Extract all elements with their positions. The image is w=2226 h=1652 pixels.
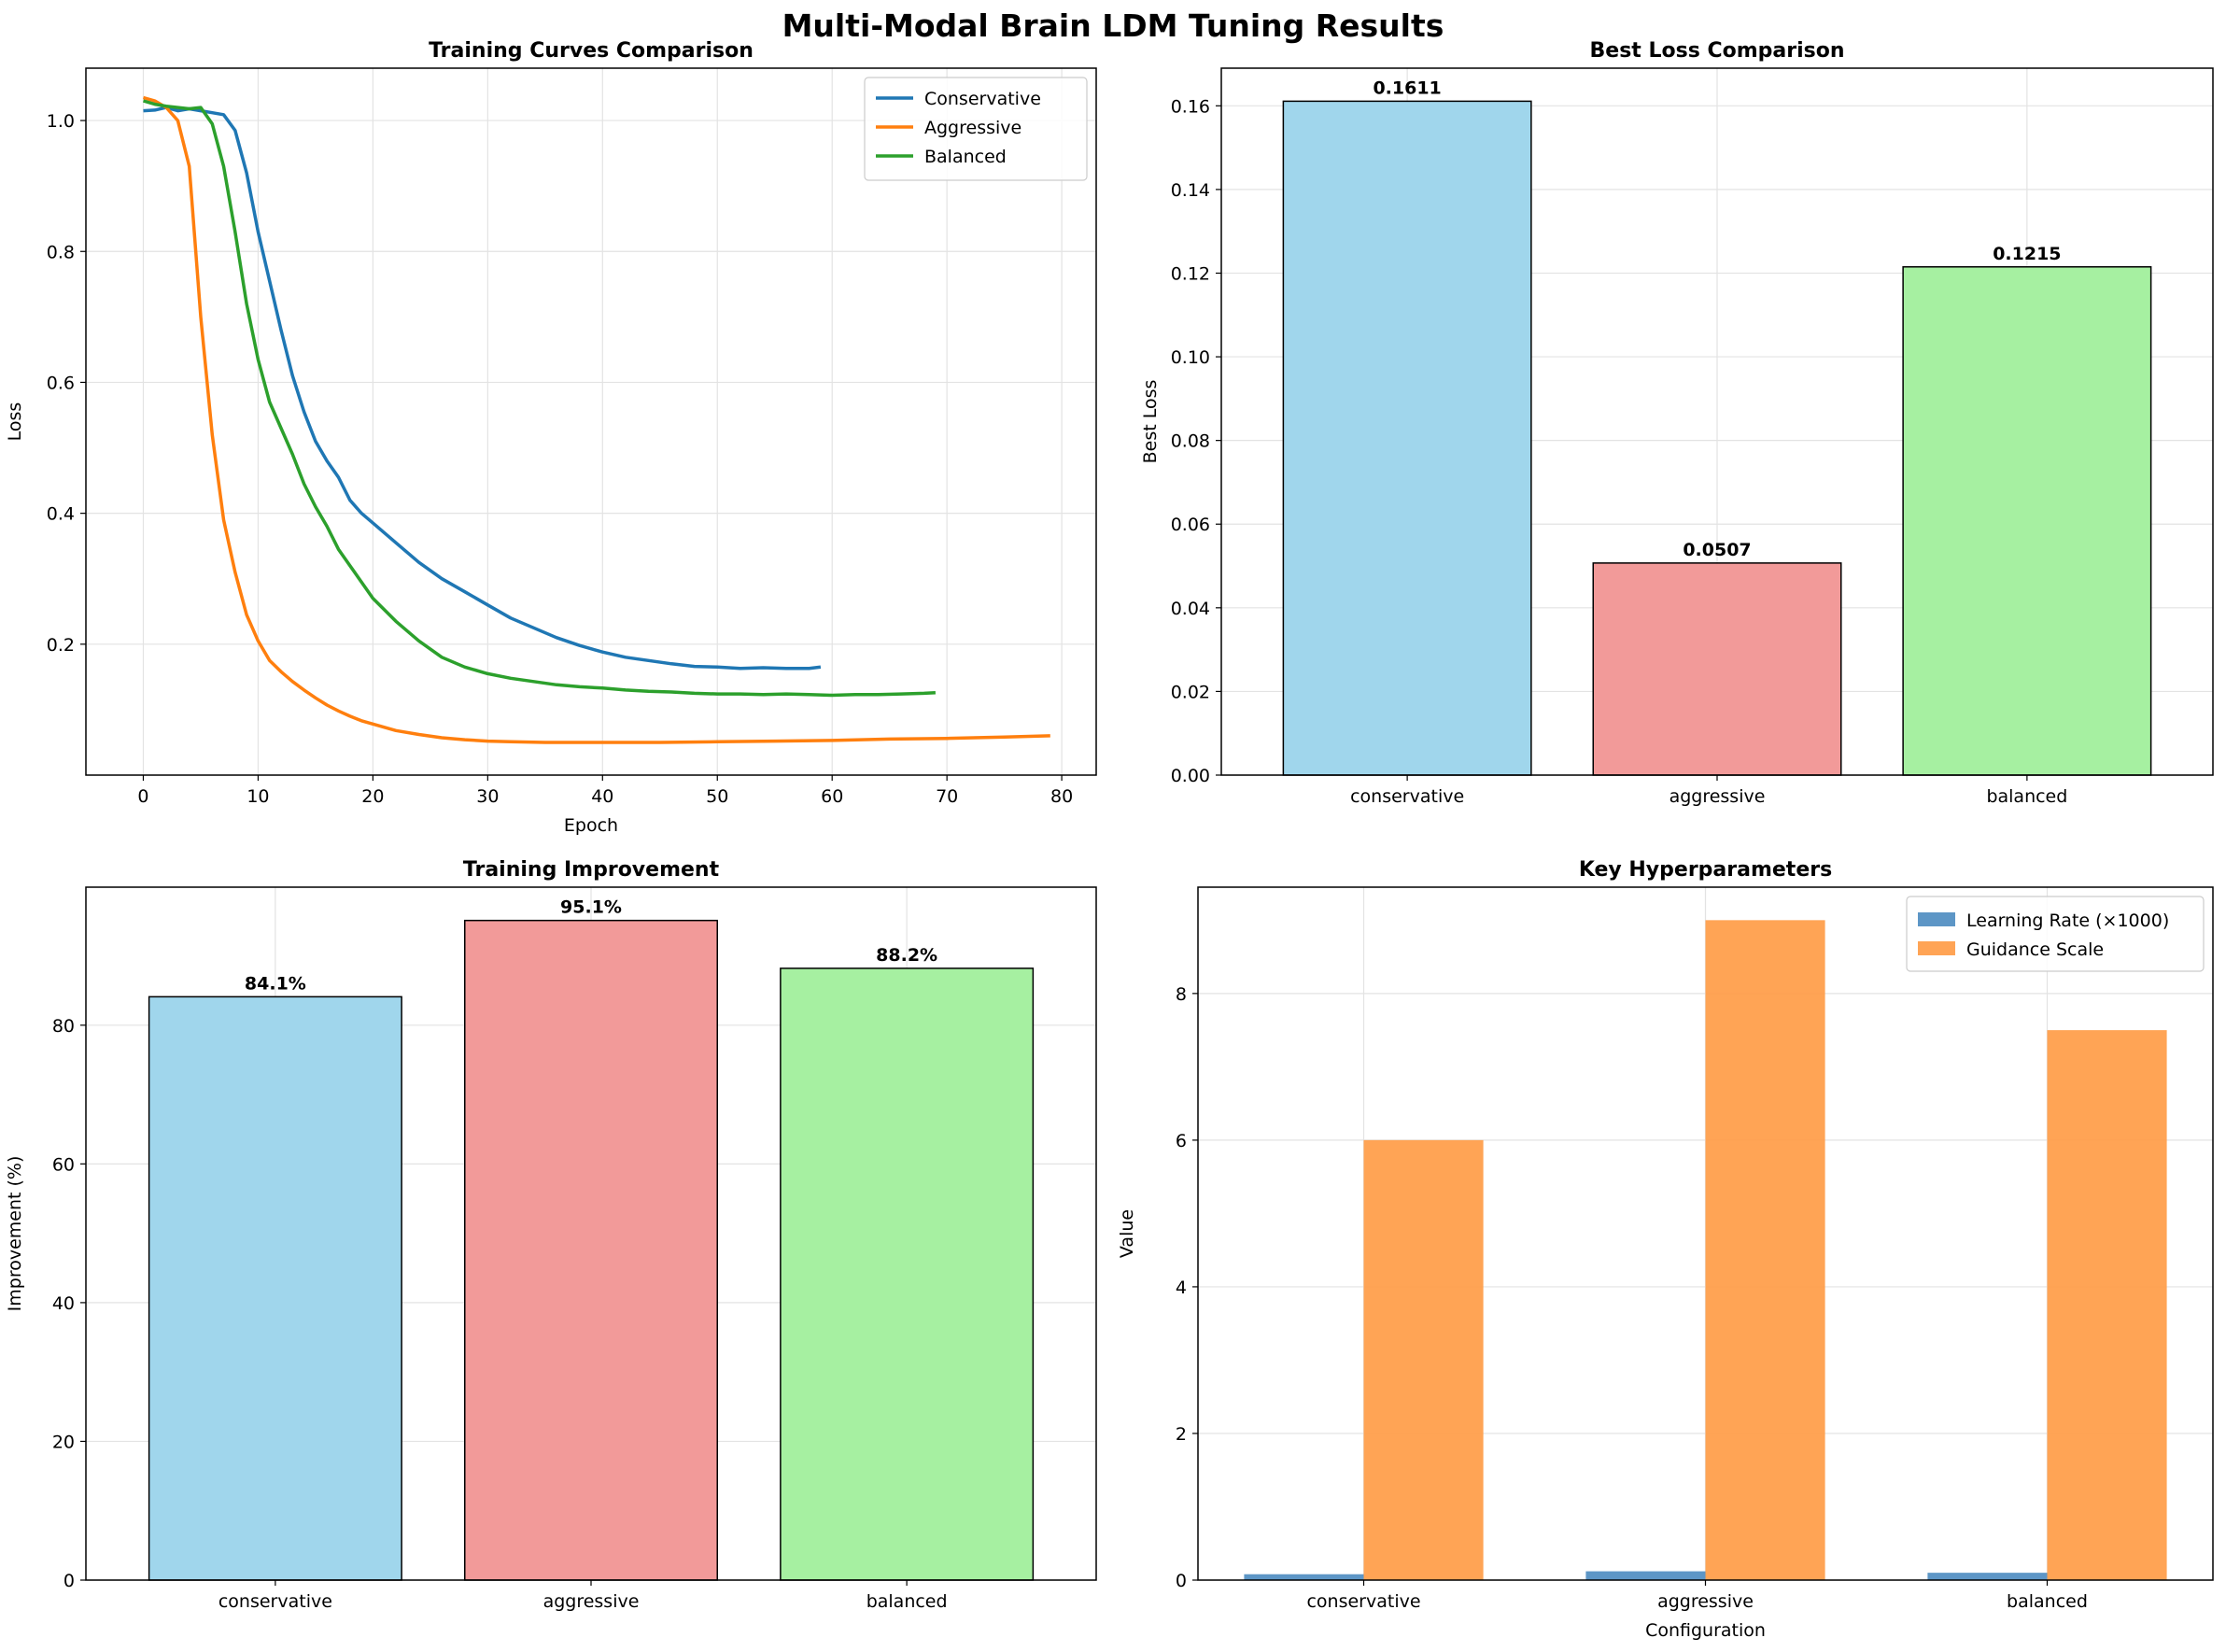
bar-value-label: 95.1% xyxy=(560,897,622,918)
y-tick-label: 0.08 xyxy=(1171,431,1210,452)
y-tick-label: 0.8 xyxy=(47,242,75,262)
y-tick-label: 0.14 xyxy=(1171,180,1210,201)
y-tick-label: 0.10 xyxy=(1171,347,1210,368)
bar-value-label: 84.1% xyxy=(245,973,306,994)
x-tick-label: 20 xyxy=(361,786,384,807)
legend-swatch xyxy=(1918,912,1955,926)
y-tick-label: 0.4 xyxy=(47,504,75,525)
x-tick-label: conservative xyxy=(218,1591,332,1612)
bar-conservative xyxy=(1282,100,1532,776)
y-tick-label: 0.6 xyxy=(47,373,75,393)
y-tick-label: 8 xyxy=(1176,984,1187,1005)
y-tick-label: 0.04 xyxy=(1171,599,1210,619)
series-line-aggressive xyxy=(143,95,1050,744)
bar-value-label: 0.1215 xyxy=(1993,244,2061,264)
legend-box xyxy=(1906,896,2205,972)
y-tick-label: 80 xyxy=(52,1016,75,1037)
bar-value-label: 0.1611 xyxy=(1373,78,1441,98)
x-tick-label: aggressive xyxy=(1670,786,1766,807)
y-axis-label: Loss xyxy=(5,402,25,442)
series-line-conservative xyxy=(143,106,822,671)
x-tick-label: 40 xyxy=(591,786,613,807)
y-axis-label: Improvement (%) xyxy=(5,1156,25,1312)
series-line-balanced xyxy=(143,99,936,698)
y-tick-label: 20 xyxy=(52,1432,75,1452)
x-tick-label: conservative xyxy=(1306,1591,1420,1612)
subplot-title: Best Loss Comparison xyxy=(1590,39,1845,63)
legend-label: Guidance Scale xyxy=(1966,939,2104,960)
x-tick-label: 0 xyxy=(137,786,148,807)
bar-balanced-guidance-scale xyxy=(2047,1030,2167,1580)
x-tick-label: 80 xyxy=(1050,786,1073,807)
axes-frame xyxy=(85,886,1097,1581)
y-tick-label: 40 xyxy=(52,1293,75,1314)
legend-label: Balanced xyxy=(924,147,1007,167)
y-tick-label: 2 xyxy=(1176,1424,1187,1445)
x-tick-label: conservative xyxy=(1350,786,1464,807)
y-tick-label: 0.02 xyxy=(1171,682,1210,702)
x-tick-label: balanced xyxy=(1986,786,2067,807)
x-tick-label: aggressive xyxy=(543,1591,640,1612)
x-axis-label: Epoch xyxy=(564,815,618,836)
x-tick-label: balanced xyxy=(2007,1591,2088,1612)
legend-box xyxy=(864,77,1088,181)
legend-label: Aggressive xyxy=(924,118,1021,138)
legend-label: Learning Rate (×1000) xyxy=(1966,911,2169,931)
y-axis-label: Best Loss xyxy=(1140,380,1161,464)
axes-frame xyxy=(85,67,1097,776)
bar-aggressive-learning-rate xyxy=(1585,1571,1706,1580)
y-tick-label: 0 xyxy=(1176,1571,1187,1591)
x-tick-label: 30 xyxy=(476,786,499,807)
y-tick-label: 0.00 xyxy=(1171,766,1210,786)
bar-balanced-learning-rate xyxy=(1927,1573,2048,1580)
y-tick-label: 6 xyxy=(1176,1131,1187,1151)
y-tick-label: 1.0 xyxy=(47,111,75,132)
bar-aggressive-guidance-scale xyxy=(1705,920,1825,1580)
y-tick-label: 0.2 xyxy=(47,635,75,656)
subplot-title: Training Curves Comparison xyxy=(429,39,754,63)
subplot-title: Key Hyperparameters xyxy=(1579,858,1832,882)
x-tick-label: 70 xyxy=(936,786,958,807)
y-tick-label: 0.16 xyxy=(1171,96,1210,117)
bar-value-label: 88.2% xyxy=(876,945,937,966)
x-tick-label: balanced xyxy=(866,1591,948,1612)
bar-balanced xyxy=(1902,266,2152,776)
x-tick-label: aggressive xyxy=(1657,1591,1754,1612)
legend-label: Conservative xyxy=(924,89,1041,109)
legend-swatch xyxy=(1918,941,1955,955)
y-tick-label: 0 xyxy=(63,1571,75,1591)
y-tick-label: 4 xyxy=(1176,1278,1187,1298)
axes-frame xyxy=(1220,67,2214,776)
x-tick-label: 60 xyxy=(821,786,843,807)
bar-conservative xyxy=(148,995,402,1581)
figure-title: Multi-Modal Brain LDM Tuning Results xyxy=(782,7,1444,44)
y-tick-label: 0.12 xyxy=(1171,263,1210,284)
x-tick-label: 50 xyxy=(706,786,728,807)
y-axis-label: Value xyxy=(1117,1209,1137,1258)
subplot-title: Training Improvement xyxy=(463,858,720,882)
x-tick-label: 10 xyxy=(247,786,269,807)
y-tick-label: 60 xyxy=(52,1154,75,1175)
bar-conservative-learning-rate xyxy=(1244,1574,1364,1580)
bar-aggressive xyxy=(464,919,718,1581)
bar-conservative-guidance-scale xyxy=(1363,1139,1484,1580)
x-axis-label: Configuration xyxy=(1645,1620,1766,1641)
bar-aggressive xyxy=(1592,562,1842,776)
y-tick-label: 0.06 xyxy=(1171,515,1210,535)
axes-frame xyxy=(1197,886,2214,1581)
bar-value-label: 0.0507 xyxy=(1683,540,1751,560)
bar-balanced xyxy=(780,967,1035,1581)
